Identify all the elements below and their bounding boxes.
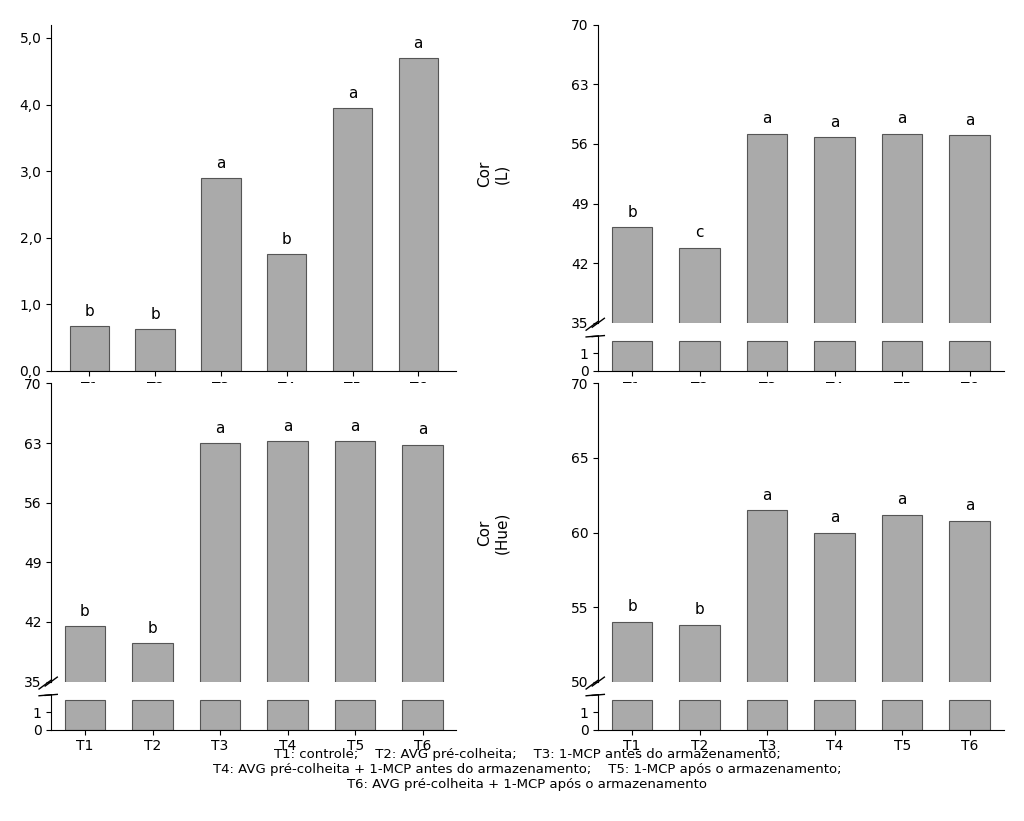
Text: T1: controle;    T2: AVG pré-colheita;    T3: 1-MCP antes do armazenamento;
T4: : T1: controle; T2: AVG pré-colheita; T3: … xyxy=(213,749,842,791)
Text: a: a xyxy=(897,492,907,507)
Text: a: a xyxy=(283,419,292,434)
Text: b: b xyxy=(147,621,158,635)
Text: a: a xyxy=(418,422,427,438)
Bar xyxy=(949,521,990,821)
Bar xyxy=(402,700,443,730)
Text: a: a xyxy=(965,498,975,513)
Bar xyxy=(132,643,173,821)
Text: b: b xyxy=(282,232,292,247)
Text: a: a xyxy=(965,113,975,128)
Bar xyxy=(746,134,787,621)
Bar xyxy=(814,342,855,371)
Bar xyxy=(746,700,787,730)
Y-axis label: Cor
(L): Cor (L) xyxy=(477,161,509,187)
Bar xyxy=(746,342,787,371)
Bar xyxy=(398,58,438,371)
Bar xyxy=(882,134,923,621)
Bar xyxy=(201,178,241,371)
Y-axis label: Cor
(Hue): Cor (Hue) xyxy=(477,511,509,553)
Text: a: a xyxy=(350,419,359,434)
Text: a: a xyxy=(414,36,423,51)
Bar xyxy=(335,442,376,821)
Bar xyxy=(267,255,306,371)
Bar xyxy=(814,700,855,730)
Text: b: b xyxy=(85,304,94,319)
Text: a: a xyxy=(216,156,225,171)
Bar xyxy=(611,622,652,821)
Bar xyxy=(679,248,720,621)
Bar xyxy=(949,135,990,621)
Bar xyxy=(65,700,105,730)
Bar xyxy=(135,329,175,371)
Bar xyxy=(267,700,308,730)
Bar xyxy=(679,342,720,371)
Text: a: a xyxy=(830,510,840,525)
Bar xyxy=(132,700,173,730)
Text: a: a xyxy=(763,488,772,502)
Bar xyxy=(814,137,855,621)
Bar xyxy=(333,108,373,371)
Text: a: a xyxy=(215,420,224,436)
Bar xyxy=(949,342,990,371)
Bar xyxy=(949,700,990,730)
Text: a: a xyxy=(830,115,840,130)
Bar xyxy=(882,515,923,821)
Text: b: b xyxy=(694,603,705,617)
Bar xyxy=(814,533,855,821)
Bar xyxy=(882,700,923,730)
Text: b: b xyxy=(627,599,637,614)
Bar xyxy=(611,700,652,730)
Bar xyxy=(882,342,923,371)
Bar xyxy=(679,625,720,821)
Bar xyxy=(402,445,443,821)
Bar xyxy=(611,227,652,621)
Text: b: b xyxy=(151,307,160,322)
Bar xyxy=(679,700,720,730)
Text: a: a xyxy=(763,111,772,126)
Bar xyxy=(267,442,308,821)
Text: a: a xyxy=(897,111,907,126)
Bar xyxy=(70,326,110,371)
Text: b: b xyxy=(80,603,90,619)
Bar xyxy=(335,700,376,730)
Text: a: a xyxy=(348,86,357,101)
Bar xyxy=(65,626,105,821)
Bar xyxy=(746,510,787,821)
Text: b: b xyxy=(627,205,637,220)
Text: c: c xyxy=(695,225,703,241)
Bar xyxy=(611,342,652,371)
Bar xyxy=(200,700,241,730)
Bar xyxy=(200,443,241,821)
